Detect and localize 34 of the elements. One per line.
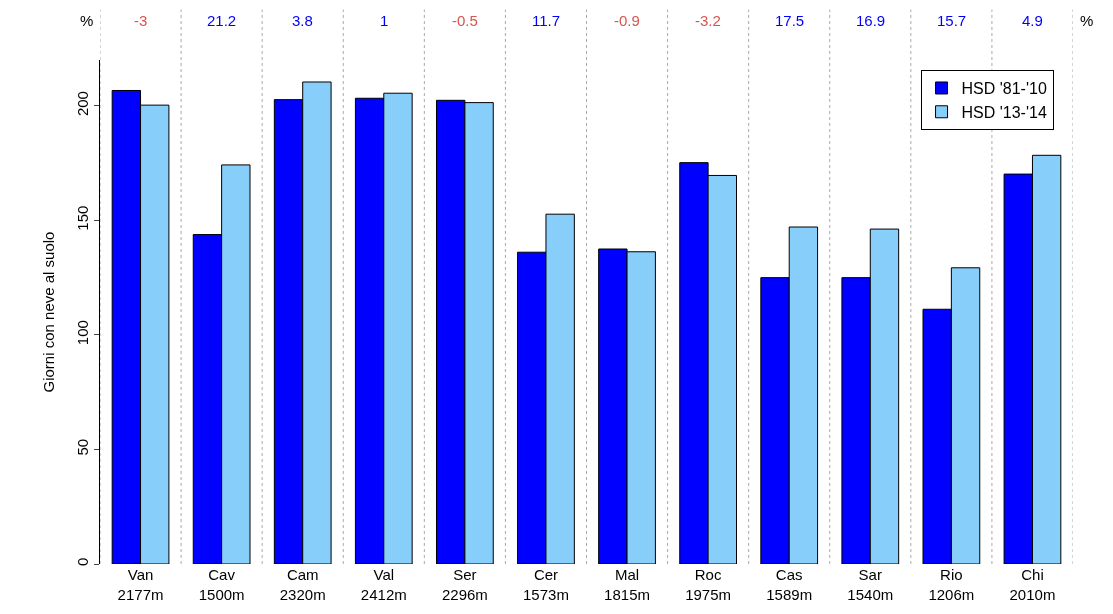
- y-axis-title: Giorni con neve al suolo: [40, 231, 58, 393]
- text: 15.7: [937, 12, 967, 29]
- x-tick-label: Ser 2296m: [441, 566, 488, 603]
- text: 1: [380, 12, 389, 29]
- text: -0.9: [614, 12, 640, 29]
- x-tick-label: Rio 1206m: [928, 566, 975, 603]
- text: -3: [134, 12, 148, 29]
- text: 21.2: [207, 12, 237, 29]
- x-tick-label: Van 2177m: [117, 566, 164, 603]
- x-tick-label: Roc 1975m: [685, 566, 732, 603]
- x-tick-label: Chi 2010m: [1009, 566, 1056, 603]
- text: 3.8: [292, 12, 313, 29]
- x-tick-label: Cer 1573m: [523, 566, 569, 603]
- text: %: [80, 12, 94, 29]
- x-tick-label: Val 2412m: [360, 566, 407, 603]
- text: -3.2: [695, 12, 721, 29]
- legend-label: HSD '81-'10: [961, 80, 1047, 98]
- y-tick-label: 100: [74, 320, 91, 346]
- y-tick-label: 50: [74, 438, 91, 456]
- y-tick-label: 150: [74, 205, 91, 231]
- text: -0.5: [452, 12, 478, 29]
- x-tick-label: Cav 1500m: [198, 566, 245, 603]
- y-tick-label: 200: [74, 91, 91, 117]
- text: 16.9: [856, 12, 886, 29]
- x-tick-label: Sar 1540m: [847, 566, 894, 603]
- text: 17.5: [775, 12, 805, 29]
- text: 4.9: [1022, 12, 1043, 29]
- x-tick-label: Cas 1589m: [766, 566, 813, 603]
- text: %: [1080, 12, 1094, 29]
- x-tick-label: Mal 1815m: [604, 566, 650, 603]
- text: 11.7: [532, 12, 561, 29]
- x-tick-label: Cam 2320m: [279, 566, 326, 603]
- legend-label: HSD '13-'14: [961, 104, 1047, 122]
- y-tick-label: 0: [74, 557, 91, 566]
